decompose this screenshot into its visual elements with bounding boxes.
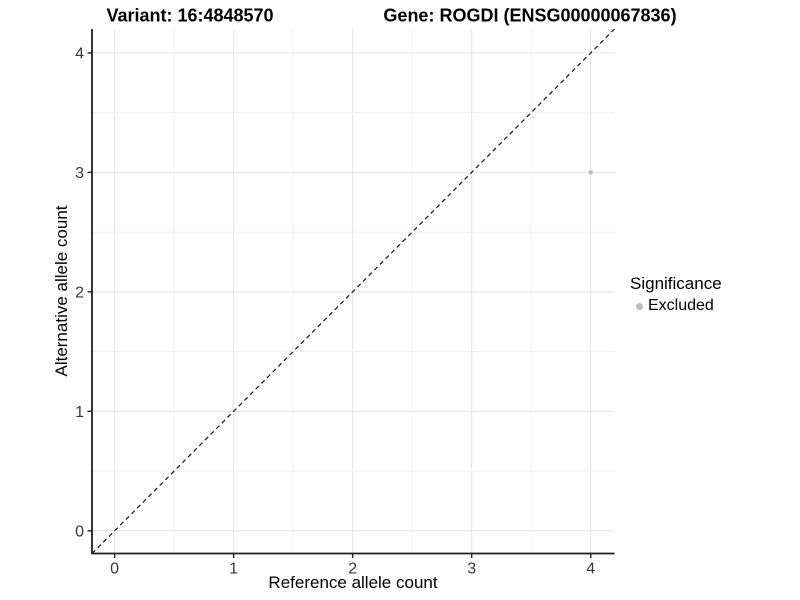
x-tick-label: 4	[586, 561, 595, 578]
legend-key-dot-icon	[636, 302, 643, 310]
y-axis-title: Alternative allele count	[52, 205, 71, 377]
y-tick-label: 3	[75, 165, 84, 182]
y-tick-label: 0	[75, 523, 84, 540]
variant-title: Variant: 16:4848570	[106, 5, 274, 26]
legend: Significance Excluded	[630, 274, 722, 315]
y-tick-label: 4	[75, 45, 84, 62]
identity-dashed-line	[91, 28, 615, 554]
gene-title: Gene: ROGDI (ENSG00000067836)	[383, 5, 677, 26]
y-tick-label: 2	[75, 284, 84, 301]
x-tick-label: 3	[467, 561, 476, 578]
legend-title: Significance	[630, 274, 722, 293]
x-axis-title: Reference allele count	[268, 573, 438, 592]
data-point	[588, 170, 593, 175]
x-tick-label: 0	[110, 561, 119, 578]
x-tick-label: 1	[229, 561, 238, 578]
legend-item-excluded: Excluded	[630, 297, 722, 315]
y-tick-label: 1	[75, 404, 84, 421]
x-tick-label: 2	[348, 561, 357, 578]
legend-item-label: Excluded	[648, 297, 714, 314]
